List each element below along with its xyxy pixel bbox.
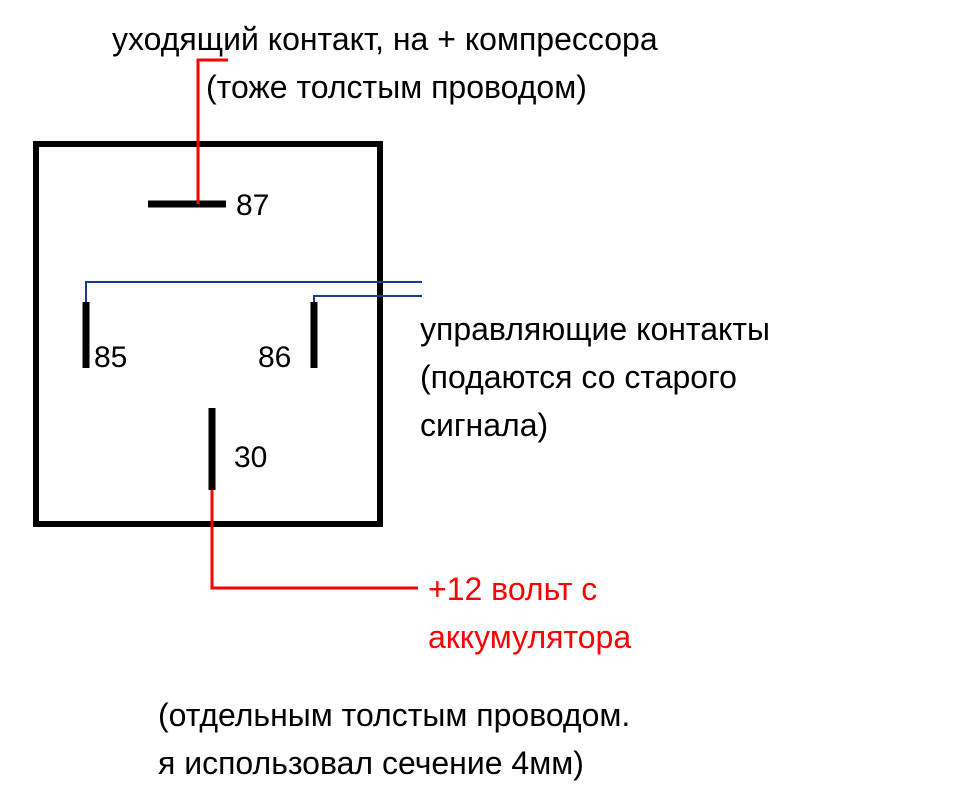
pin-30-label: 30 — [234, 438, 267, 479]
callout-bottom-red-line1: +12 вольт с — [428, 568, 597, 611]
callout-right-line3: сигнала) — [420, 404, 548, 447]
leader-bottom — [212, 490, 418, 588]
pin-85-label: 85 — [94, 338, 127, 379]
callout-top-line1: уходящий контакт, на + компрессора — [112, 18, 658, 61]
pin-87-label: 87 — [236, 186, 269, 227]
leader-right-85 — [86, 282, 422, 302]
callout-bottom-black-line2: я использовал сечение 4мм) — [158, 742, 584, 785]
callout-bottom-black-line1: (отдельным толстым проводом. — [158, 694, 630, 737]
callout-right-line2: (подаются со старого — [420, 356, 737, 399]
callout-top-line2: (тоже толстым проводом) — [206, 66, 587, 109]
leader-right-86 — [314, 296, 422, 302]
callout-right-line1: управляющие контакты — [420, 308, 770, 351]
callout-bottom-red-line2: аккумулятора — [428, 616, 631, 659]
pin-86-label: 86 — [258, 338, 291, 379]
